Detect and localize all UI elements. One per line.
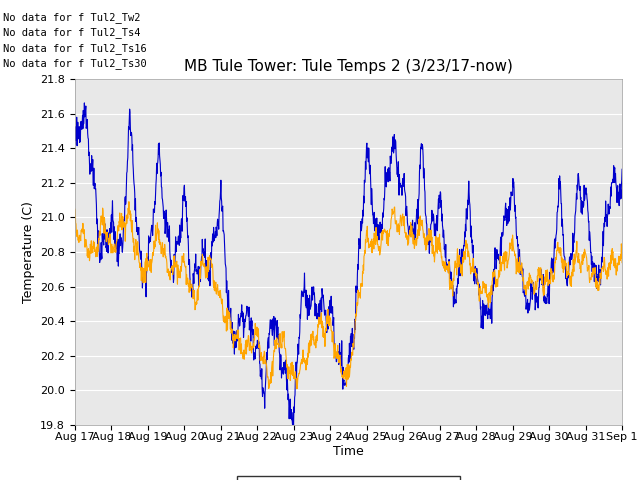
Text: No data for f Tul2_Ts30: No data for f Tul2_Ts30 bbox=[3, 58, 147, 69]
Tul2_Ts-8 bbox=[125, 199, 132, 204]
Tul2_Ts-8 bbox=[292, 386, 300, 392]
Tul2_Ts-2 bbox=[618, 167, 626, 172]
Tul2_Ts-8 bbox=[71, 206, 79, 212]
Y-axis label: Temperature (C): Temperature (C) bbox=[22, 201, 35, 303]
Tul2_Ts-8 bbox=[136, 264, 144, 270]
Tul2_Ts-8 bbox=[618, 260, 626, 265]
Tul2_Ts-2 bbox=[304, 303, 312, 309]
Tul2_Ts-8 bbox=[383, 232, 391, 238]
Title: MB Tule Tower: Tule Temps 2 (3/23/17-now): MB Tule Tower: Tule Temps 2 (3/23/17-now… bbox=[184, 59, 513, 74]
Tul2_Ts-2 bbox=[383, 176, 391, 182]
Text: No data for f Tul2_Ts16: No data for f Tul2_Ts16 bbox=[3, 43, 147, 54]
Text: No data for f Tul2_Ts4: No data for f Tul2_Ts4 bbox=[3, 27, 141, 38]
Tul2_Ts-2 bbox=[136, 249, 144, 255]
Text: No data for f Tul2_Tw2: No data for f Tul2_Tw2 bbox=[3, 12, 141, 23]
Tul2_Ts-8 bbox=[316, 320, 323, 326]
Tul2_Ts-2 bbox=[81, 100, 88, 106]
Tul2_Ts-8 bbox=[325, 323, 333, 329]
Tul2_Ts-8 bbox=[304, 350, 312, 356]
X-axis label: Time: Time bbox=[333, 445, 364, 458]
Legend: Tul2_Ts-2, Tul2_Ts-8: Tul2_Ts-2, Tul2_Ts-8 bbox=[237, 476, 460, 480]
Tul2_Ts-2 bbox=[71, 141, 79, 147]
Tul2_Ts-2 bbox=[114, 252, 122, 258]
Tul2_Ts-8 bbox=[113, 236, 121, 241]
Tul2_Ts-2 bbox=[316, 300, 323, 306]
Line: Tul2_Ts-2: Tul2_Ts-2 bbox=[75, 103, 622, 429]
Tul2_Ts-2 bbox=[289, 426, 297, 432]
Tul2_Ts-2 bbox=[325, 304, 333, 310]
Line: Tul2_Ts-8: Tul2_Ts-8 bbox=[75, 202, 622, 389]
